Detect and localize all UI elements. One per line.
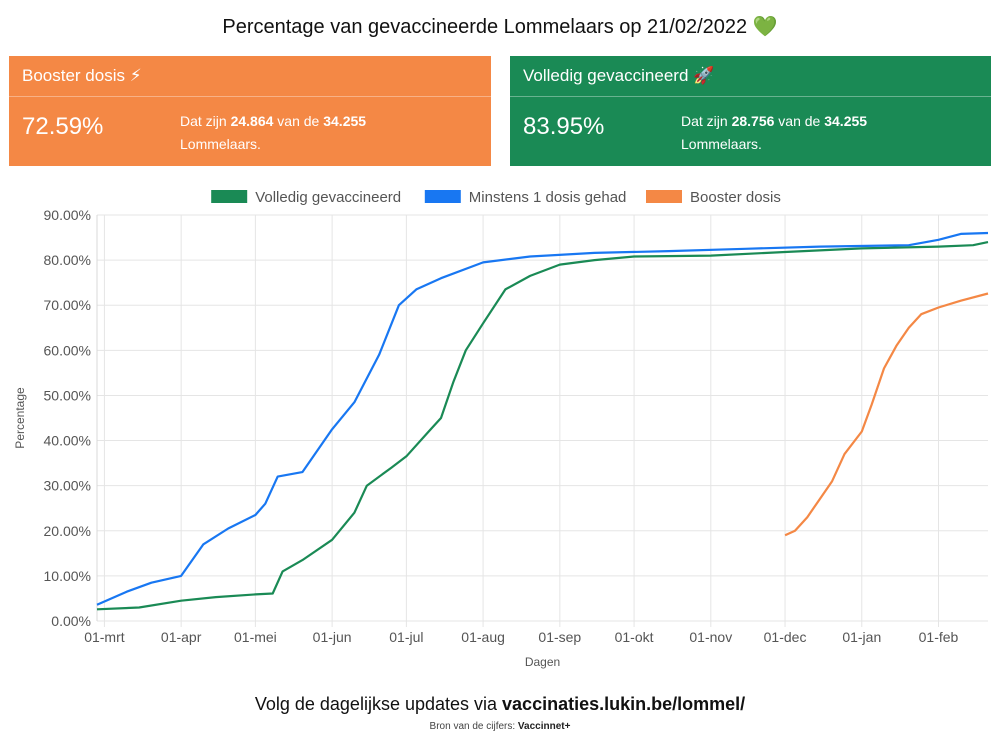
source-text: Bron van de cijfers: Vaccinnet+	[0, 721, 1000, 732]
footer-prefix: Volg de dagelijkse updates via	[254, 694, 503, 714]
y-tick-label: 70.00%	[44, 297, 91, 313]
y-tick-label: 40.00%	[44, 433, 91, 449]
full-vaccinated-card: Volledig gevaccineerd 🚀 83.95% Dat zijn …	[510, 56, 991, 166]
y-tick-label: 30.00%	[44, 478, 91, 494]
y-tick-label: 90.00%	[44, 207, 91, 223]
x-tick-label: 01-jan	[842, 629, 881, 645]
full-description: Dat zijn 28.756 van de 34.255 Lommelaars.	[681, 110, 981, 156]
y-tick-label: 10.00%	[44, 568, 91, 584]
series-line-0	[96, 241, 989, 611]
x-tick-label: 01-sep	[538, 629, 581, 645]
x-tick-label: 01-jul	[389, 629, 423, 645]
booster-total: 34.255	[323, 113, 367, 129]
full-count: 28.756	[731, 113, 775, 129]
y-tick-label: 0.00%	[51, 613, 91, 629]
booster-card: Booster dosis ⚡ 72.59% Dat zijn 24.864 v…	[9, 56, 491, 166]
y-tick-label: 20.00%	[44, 523, 91, 539]
x-tick-label: 01-okt	[615, 629, 654, 645]
booster-desc-prefix: Dat zijn	[180, 113, 231, 129]
x-tick-label: 01-mrt	[84, 629, 125, 645]
x-tick-label: 01-jun	[313, 629, 352, 645]
full-desc-mid: van de	[774, 113, 825, 129]
legend-label-2: Booster dosis	[690, 189, 781, 206]
full-card-header: Volledig gevaccineerd 🚀	[510, 56, 991, 97]
legend-label-1: Minstens 1 dosis gehad	[469, 189, 627, 206]
footer-text: Volg de dagelijkse updates via vaccinati…	[0, 694, 1000, 715]
x-tick-label: 01-apr	[161, 629, 202, 645]
vaccination-line-chart: 0.00% 10.00% 20.00% 30.00% 40.00% 50.00% 60.00…	[13, 189, 989, 669]
series-line-1	[96, 231, 989, 606]
series-line-2	[784, 292, 989, 537]
booster-card-body: 72.59% Dat zijn 24.864 van de 34.255 Lomm…	[9, 97, 491, 167]
booster-count: 24.864	[230, 113, 274, 129]
x-tick-label: 01-nov	[689, 629, 732, 645]
legend-swatch-0	[211, 190, 248, 203]
legend-swatch-1	[424, 190, 461, 203]
legend-swatch-2	[646, 190, 682, 203]
y-tick-label: 80.00%	[44, 252, 91, 268]
y-tick-label: 60.00%	[44, 342, 91, 358]
source-name: Vaccinnet+	[517, 721, 571, 732]
source-prefix: Bron van de cijfers:	[429, 721, 518, 732]
full-desc-suffix: Lommelaars.	[681, 136, 762, 152]
full-total: 34.255	[824, 113, 868, 129]
booster-card-header: Booster dosis ⚡	[9, 56, 491, 97]
booster-desc-mid: van de	[273, 113, 324, 129]
x-tick-label: 01-aug	[461, 629, 505, 645]
x-tick-label: 01-feb	[919, 629, 959, 645]
x-tick-label: 01-dec	[764, 629, 807, 645]
booster-percentage: 72.59%	[22, 113, 104, 140]
footer-link[interactable]: vaccinaties.lukin.be/lommel/	[502, 694, 746, 714]
x-tick-label: 01-mei	[234, 629, 277, 645]
full-percentage: 83.95%	[523, 113, 605, 140]
y-axis-title: Percentage	[13, 387, 27, 449]
full-desc-prefix: Dat zijn	[681, 113, 732, 129]
legend-label-0: Volledig gevaccineerd	[255, 189, 401, 206]
y-tick-label: 50.00%	[44, 387, 91, 403]
booster-desc-suffix: Lommelaars.	[180, 136, 261, 152]
full-card-body: 83.95% Dat zijn 28.756 van de 34.255 Lomm…	[510, 97, 991, 167]
booster-description: Dat zijn 24.864 van de 34.255 Lommelaars.	[180, 110, 480, 156]
x-axis-title: Dagen	[525, 655, 560, 669]
page-title: Percentage van gevaccineerde Lommelaars …	[222, 16, 778, 38]
